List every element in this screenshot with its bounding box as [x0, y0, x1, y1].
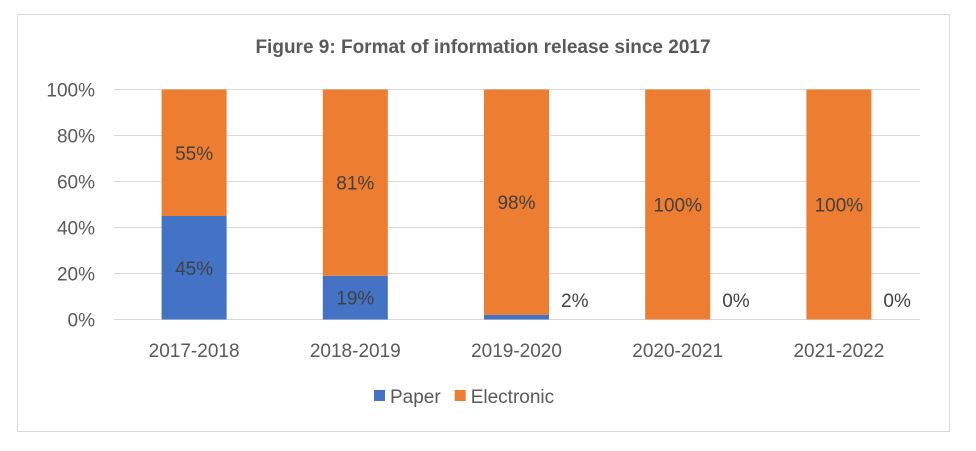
legend-label: Paper	[390, 387, 441, 408]
legend-swatch	[374, 390, 385, 401]
data-label: 100%	[653, 196, 702, 217]
bar-electronic	[806, 89, 872, 320]
data-label: 100%	[815, 196, 864, 217]
data-label: 0%	[883, 291, 911, 312]
bar-paper	[484, 314, 549, 320]
legend-swatch	[454, 390, 466, 401]
data-label: 98%	[497, 193, 535, 214]
y-tick-label: 100%	[46, 81, 95, 102]
y-tick-label: 0%	[68, 311, 96, 332]
y-tick-label: 40%	[57, 219, 95, 240]
x-tick-label: 2020-2021	[632, 341, 723, 362]
data-label: 55%	[175, 144, 213, 165]
data-label: 0%	[722, 291, 750, 312]
x-tick-label: 2019-2020	[471, 341, 562, 362]
data-label: 81%	[336, 174, 374, 195]
y-tick-label: 80%	[57, 127, 95, 148]
data-label: 45%	[175, 259, 213, 280]
bar-electronic	[161, 89, 227, 216]
y-tick-label: 60%	[57, 173, 95, 194]
data-label: 2%	[561, 291, 589, 312]
legend-label: Electronic	[471, 387, 554, 408]
bar-electronic	[322, 89, 388, 276]
x-tick-label: 2017-2018	[149, 341, 240, 362]
x-tick-label: 2021-2022	[793, 341, 884, 362]
bar-paper	[161, 216, 227, 320]
data-label: 19%	[336, 289, 374, 310]
bar-paper	[322, 275, 388, 320]
bar-electronic	[645, 89, 711, 320]
y-tick-label: 20%	[57, 265, 95, 286]
x-tick-label: 2018-2019	[310, 341, 401, 362]
chart-title: Figure 9: Format of information release …	[255, 37, 710, 58]
bar-electronic	[484, 89, 549, 315]
